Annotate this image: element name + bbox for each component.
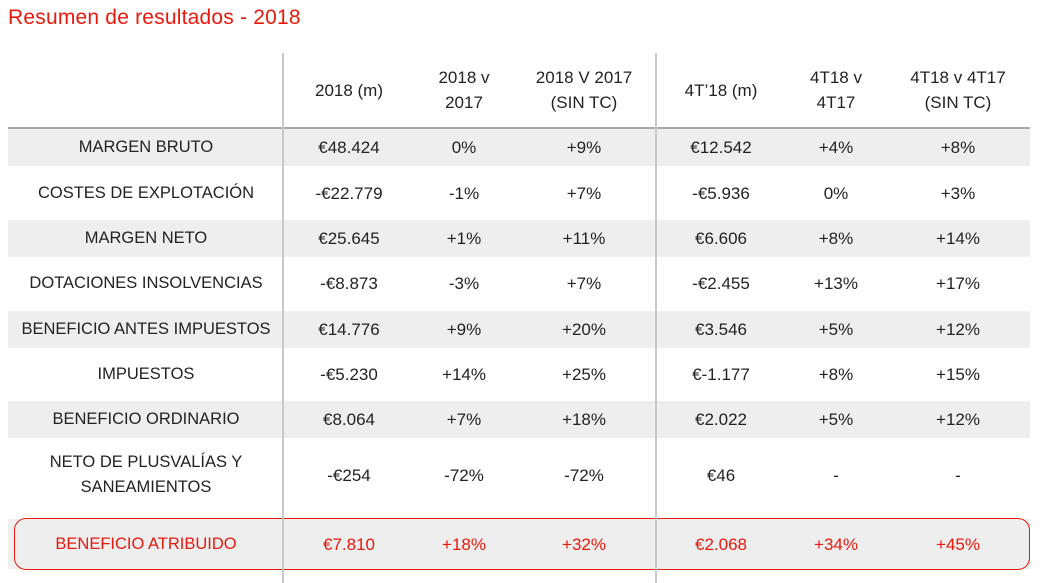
row-value: +18% <box>442 534 486 554</box>
row-value: +8% <box>940 138 976 157</box>
row-value: - <box>955 465 961 485</box>
row-value: +5% <box>818 410 854 429</box>
table-row: DOTACIONES INSOLVENCIAS -€8.873 -3% +7% -€2.… <box>8 265 1030 302</box>
row-label: COSTES DE EXPLOTACIÓN <box>37 184 255 202</box>
table-row: BENEFICIO ANTES IMPUESTOS €14.776 +9% +20% €… <box>8 311 1030 348</box>
row-value: +15% <box>936 365 980 384</box>
row-value: +45% <box>936 534 980 554</box>
row-value: €48.424 <box>318 138 380 157</box>
column-header-4t18: 4T’18 (m) <box>684 80 758 100</box>
column-header-2018-v-2017-sin-tc: 2018 V 2017 (SIN TC) <box>514 53 654 127</box>
header-divider <box>8 127 1030 129</box>
row-value: -3% <box>448 274 480 293</box>
row-value: +14% <box>936 229 980 248</box>
row-label: DOTACIONES INSOLVENCIAS <box>29 274 263 292</box>
row-label: BENEFICIO ORDINARIO <box>52 410 240 428</box>
table-row: NETO DE PLUSVALÍAS Y SANEAMIENTOS -€254 -7… <box>8 447 1030 503</box>
column-header-2018: 2018 (m) <box>314 80 384 100</box>
row-label: BENEFICIO ANTES IMPUESTOS <box>21 320 271 338</box>
row-value: +12% <box>936 410 980 429</box>
row-value: -€8.873 <box>320 274 378 293</box>
row-label: MARGEN BRUTO <box>78 138 214 156</box>
table-row: IMPUESTOS -€5.230 +14% +25% €-1.177 +8% +15% <box>8 356 1030 393</box>
row-value: €25.645 <box>318 229 380 248</box>
row-value: €14.776 <box>318 320 380 339</box>
table-header: 2018 (m) 2018 v 2017 2018 V 2017 (SIN TC… <box>8 53 1030 127</box>
row-value: +9% <box>446 320 482 339</box>
column-header-2018-v-2017: 2018 v 2017 <box>414 53 514 127</box>
row-value: +7% <box>566 184 602 203</box>
table-row: BENEFICIO ORDINARIO €8.064 +7% +18% €2.022 +5… <box>8 401 1030 438</box>
row-value: -72% <box>444 465 484 485</box>
page-title: Resumen de resultados - 2018 <box>8 6 301 29</box>
row-value: +11% <box>562 229 606 248</box>
row-value: +20% <box>562 320 606 339</box>
row-value: +32% <box>562 534 606 554</box>
row-label: NETO DE PLUSVALÍAS Y SANEAMIENTOS <box>49 453 243 496</box>
row-value: -€254 <box>327 465 371 485</box>
row-value: +8% <box>818 229 854 248</box>
row-value: €7.810 <box>323 534 375 554</box>
row-value: - <box>833 465 839 485</box>
row-value: +8% <box>818 365 854 384</box>
row-value: +7% <box>566 274 602 293</box>
row-value: 0% <box>451 138 477 157</box>
total-row-highlight <box>14 518 1030 570</box>
row-value: +9% <box>566 138 602 157</box>
row-value: +18% <box>562 410 606 429</box>
row-value: €2.022 <box>695 410 747 429</box>
row-value: -€2.455 <box>692 274 750 293</box>
row-label: IMPUESTOS <box>97 365 195 383</box>
column-header-4t18-v-4t17-sin-tc: 4T18 v 4T17 (SIN TC) <box>886 53 1030 127</box>
column-divider-label <box>282 53 284 583</box>
row-value: +12% <box>936 320 980 339</box>
row-value: €6.606 <box>695 229 747 248</box>
row-value: -1% <box>448 184 480 203</box>
row-value: +1% <box>446 229 482 248</box>
row-value: €46 <box>706 465 736 485</box>
row-value: 0% <box>823 184 849 203</box>
row-value: +3% <box>940 184 976 203</box>
row-value: +34% <box>814 534 858 554</box>
row-value: +7% <box>446 410 482 429</box>
table-row: MARGEN NETO €25.645 +1% +11% €6.606 +8% +14% <box>8 220 1030 257</box>
row-value: €3.546 <box>695 320 747 339</box>
row-value: -72% <box>564 465 604 485</box>
column-header-label: 4T18 v 4T17 <box>810 68 862 112</box>
column-header-label: 2018 v 2017 <box>438 68 490 112</box>
row-label: BENEFICIO ATRIBUIDO <box>55 534 237 553</box>
row-value: +13% <box>814 274 858 293</box>
row-value: +14% <box>442 365 486 384</box>
row-value: €8.064 <box>323 410 375 429</box>
row-value: +4% <box>818 138 854 157</box>
row-value: -€22.779 <box>315 184 383 203</box>
table-row: COSTES DE EXPLOTACIÓN -€22.779 -1% +7% -€5.9… <box>8 175 1030 212</box>
column-header-label: 2018 V 2017 (SIN TC) <box>535 68 633 112</box>
row-value: €12.542 <box>690 138 752 157</box>
column-divider-quarter <box>655 53 657 583</box>
row-value: +25% <box>562 365 606 384</box>
row-value: €2.068 <box>695 534 747 554</box>
row-label: MARGEN NETO <box>84 229 208 247</box>
row-value: +17% <box>936 274 980 293</box>
column-header-4t18-v-4t17: 4T18 v 4T17 <box>786 53 886 127</box>
row-value: -€5.230 <box>320 365 378 384</box>
row-value: +5% <box>818 320 854 339</box>
table-row: MARGEN BRUTO €48.424 0% +9% €12.542 +4% +8% <box>8 129 1030 166</box>
row-value: -€5.936 <box>692 184 750 203</box>
total-row: BENEFICIO ATRIBUIDO €7.810 +18% +32% €2.068 +… <box>8 519 1030 569</box>
column-header-label: 4T18 v 4T17 (SIN TC) <box>910 68 1006 112</box>
row-value: €-1.177 <box>692 365 750 384</box>
